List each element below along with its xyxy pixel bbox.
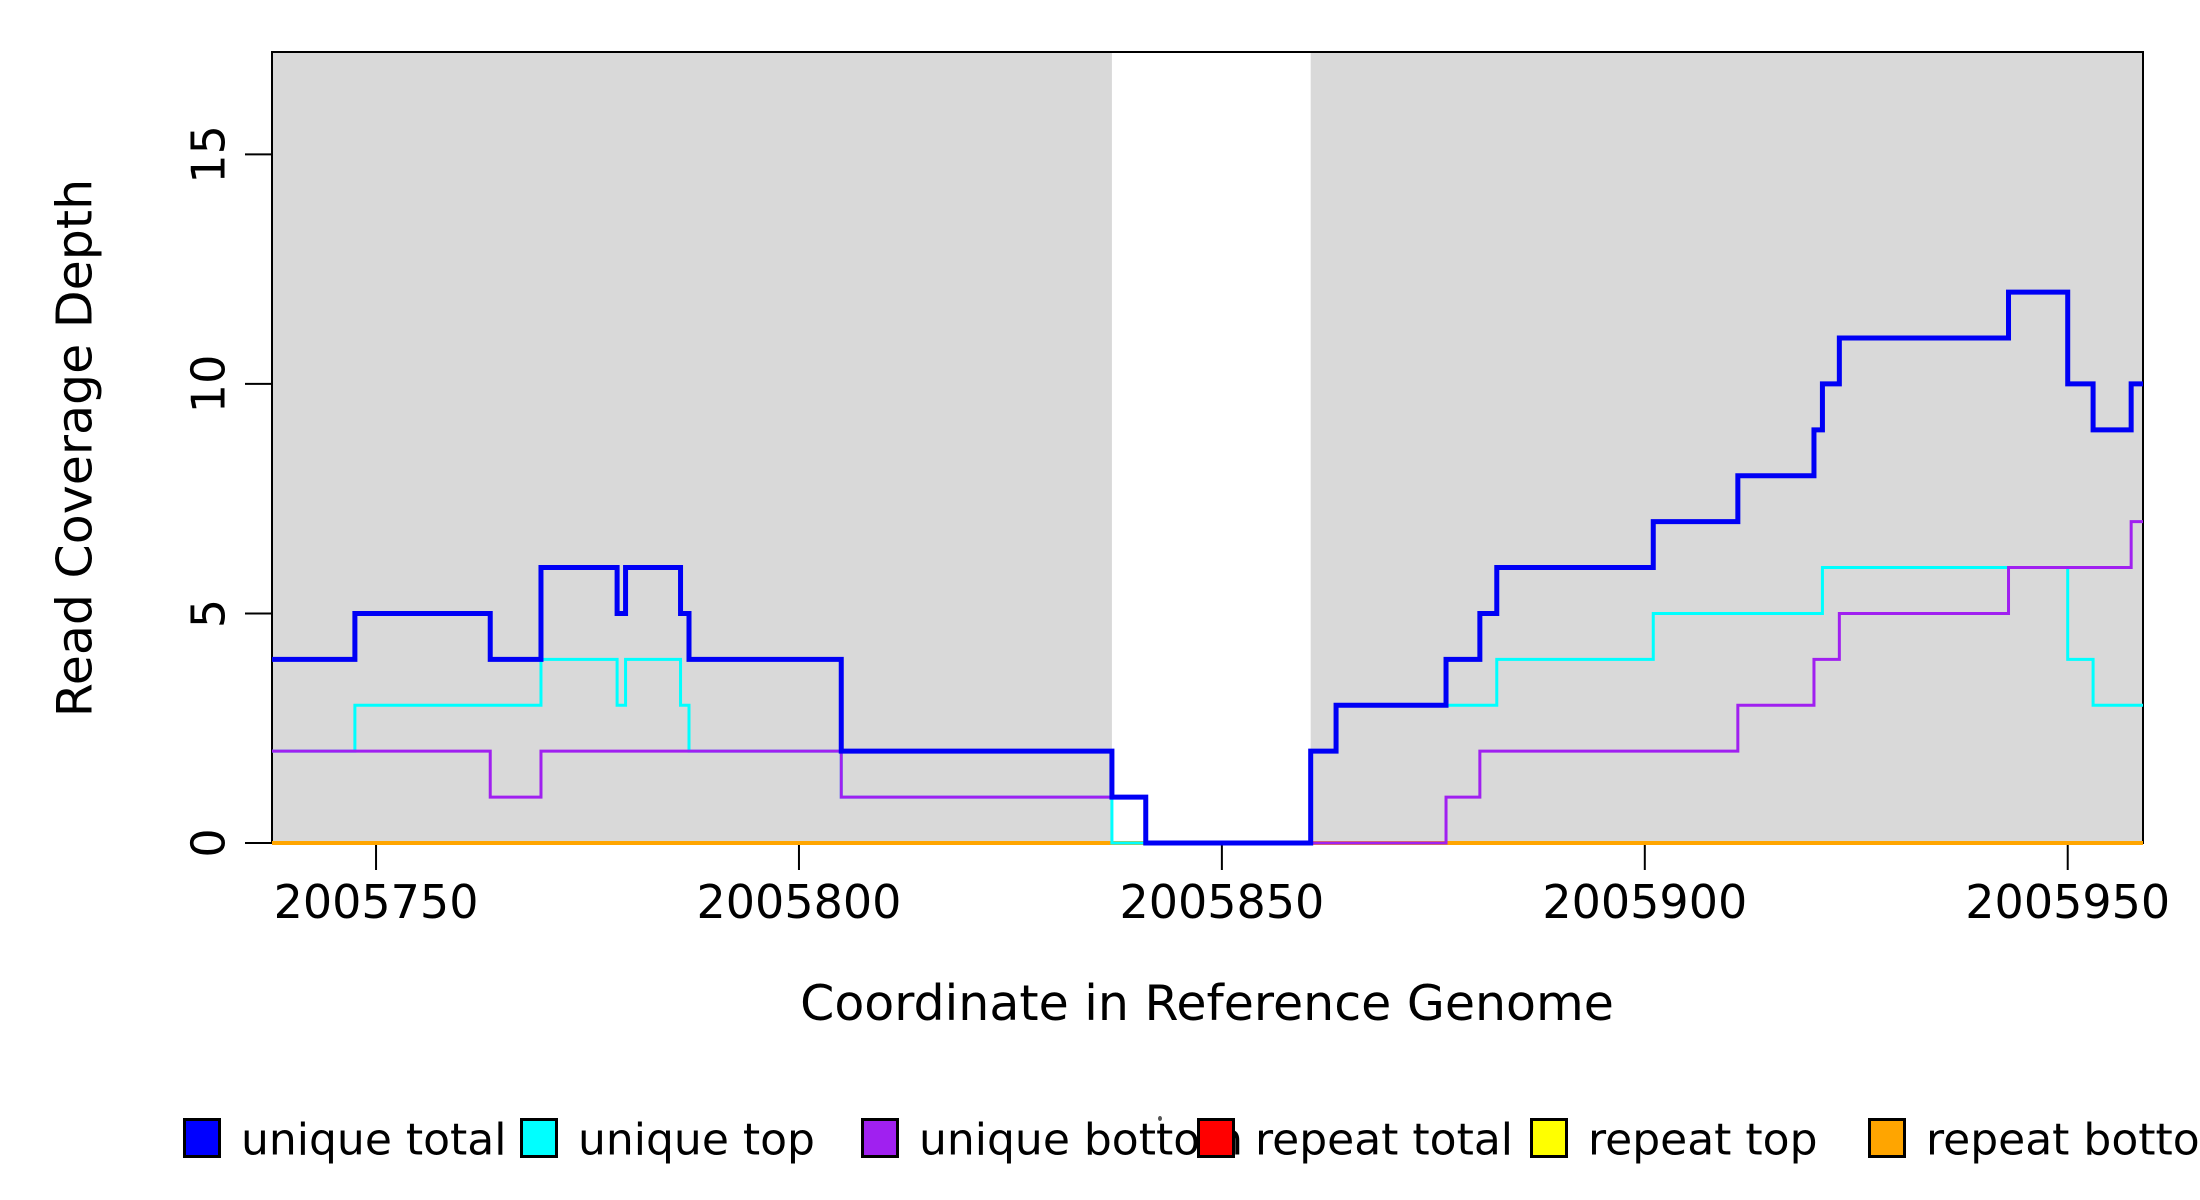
legend-label: unique top: [578, 1114, 815, 1166]
legend-label: unique bottom: [919, 1114, 1244, 1166]
y-tick-label: 15: [182, 125, 236, 184]
series-unique-top: [272, 566, 2143, 845]
legend-swatch-repeat-bottom: [1868, 1118, 1906, 1158]
y-tick-label: 5: [182, 599, 236, 628]
legend-swatch-unique-bottom: [861, 1118, 899, 1158]
y-axis-title: Read Coverage Depth: [46, 178, 104, 718]
legend-label: repeat total: [1255, 1114, 1514, 1166]
legend-swatch-repeat-total: [1197, 1118, 1235, 1158]
x-tick-label: 2005950: [1965, 875, 2170, 929]
y-tick-label: 10: [182, 355, 236, 414]
shaded-region-1: [1310, 52, 2143, 843]
series-unique-total: [272, 289, 2143, 846]
legend-swatch-unique-top: [520, 1118, 558, 1158]
legend-swatch-repeat-top: [1530, 1118, 1568, 1158]
x-tick-label: 2005850: [1119, 875, 1324, 929]
x-tick-label: 2005800: [697, 875, 902, 929]
legend-label: repeat bottom: [1926, 1114, 2200, 1166]
legend-label: unique total: [241, 1114, 507, 1166]
legend-swatch-unique-total: [183, 1118, 221, 1158]
legend: unique total unique top unique bottom repea…: [0, 1114, 2200, 1178]
x-tick-label: 2005750: [274, 875, 479, 929]
legend-label: repeat top: [1588, 1114, 1818, 1166]
y-tick-label: 0: [182, 828, 236, 857]
x-tick-label: 2005900: [1542, 875, 1747, 929]
series-unique-bottom: [272, 520, 2143, 845]
shaded-region-0: [272, 52, 1112, 843]
stray-dot-artifact: [1158, 1116, 1162, 1121]
x-axis-title: Coordinate in Reference Genome: [800, 975, 1614, 1032]
